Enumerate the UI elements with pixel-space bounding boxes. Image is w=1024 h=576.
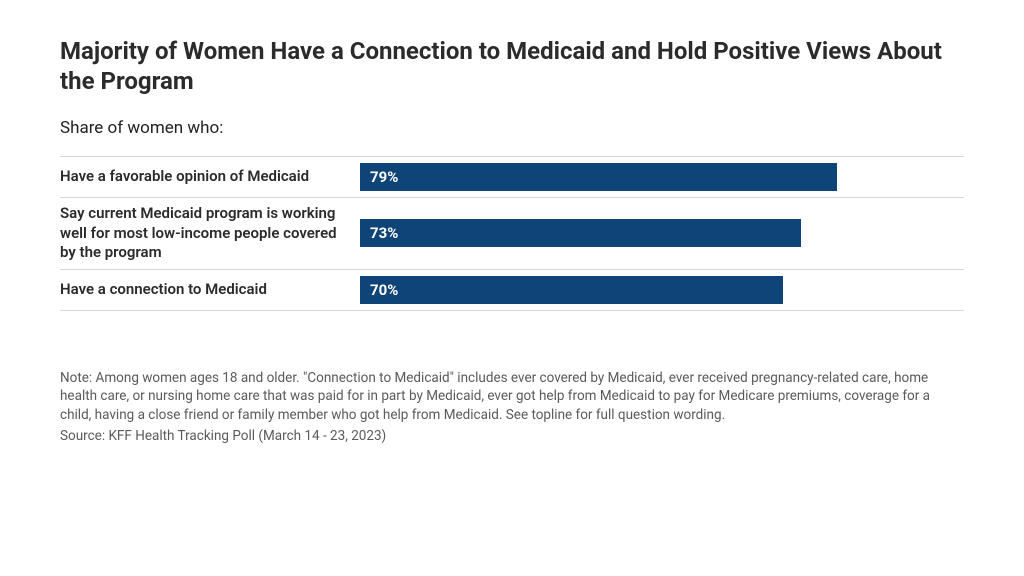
- bar-track: 73%: [360, 219, 964, 247]
- bar-track: 79%: [360, 163, 964, 191]
- bar: 79%: [360, 163, 837, 191]
- bar-chart: Have a favorable opinion of Medicaid 79%…: [60, 156, 964, 311]
- bar-label: Have a connection to Medicaid: [60, 280, 360, 300]
- bar-track: 70%: [360, 276, 964, 304]
- bar-value: 79%: [370, 168, 398, 186]
- bar-value: 70%: [370, 281, 398, 299]
- chart-container: Majority of Women Have a Connection to M…: [0, 0, 1024, 484]
- note-text: Note: Among women ages 18 and older. "Co…: [60, 369, 964, 426]
- bar: 73%: [360, 219, 801, 247]
- chart-title: Majority of Women Have a Connection to M…: [60, 36, 964, 96]
- bar: 70%: [360, 276, 783, 304]
- source-text: Source: KFF Health Tracking Poll (March …: [60, 427, 964, 446]
- chart-subtitle: Share of women who:: [60, 118, 964, 138]
- chart-row: Have a connection to Medicaid 70%: [60, 269, 964, 311]
- chart-row: Say current Medicaid program is working …: [60, 197, 964, 269]
- bar-label: Have a favorable opinion of Medicaid: [60, 167, 360, 187]
- chart-footer: Note: Among women ages 18 and older. "Co…: [60, 369, 964, 447]
- bar-label: Say current Medicaid program is working …: [60, 204, 360, 263]
- chart-row: Have a favorable opinion of Medicaid 79%: [60, 156, 964, 197]
- bar-value: 73%: [370, 224, 398, 242]
